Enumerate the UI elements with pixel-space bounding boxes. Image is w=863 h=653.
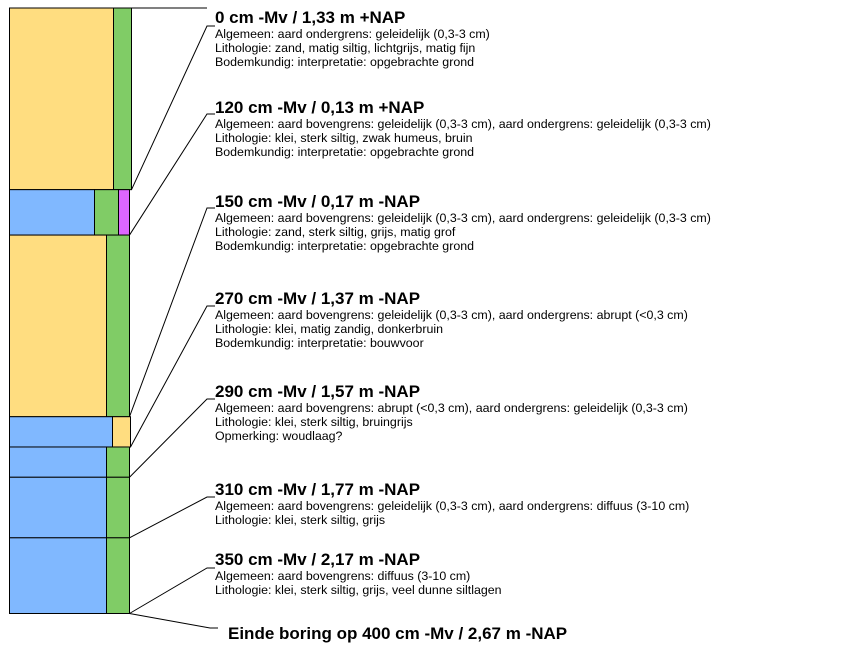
layer-4-silt-strip xyxy=(106,446,130,478)
leader-line-6 xyxy=(129,567,215,614)
leader-line-end xyxy=(129,613,218,629)
layer-soil: Bodemkundig: interpretatie: opgebrachte … xyxy=(215,55,474,70)
leader-line-1 xyxy=(129,113,215,236)
layer-description-0: 0 cm -Mv / 1,33 m +NAP Algemeen: aard on… xyxy=(215,9,863,70)
layer-title: 290 cm -Mv / 1,57 m -NAP xyxy=(215,382,421,401)
layer-3-klei-band xyxy=(9,416,113,448)
leader-line-4 xyxy=(129,398,215,478)
layer-general: Algemeen: aard bovengrens: geleidelijk (… xyxy=(215,117,711,131)
layer-lithology: Lithologie: klei, matig zandig, donkerbr… xyxy=(215,322,443,337)
layer-lithology: Lithologie: klei, sterk siltig, zwak hum… xyxy=(215,131,473,146)
layer-lithology: Lithologie: zand, sterk siltig, grijs, m… xyxy=(215,225,456,240)
layer-1-silt-strip xyxy=(94,189,119,236)
layer-general: Algemeen: aard bovengrens: geleidelijk (… xyxy=(215,499,690,513)
layer-soil: Bodemkundig: interpretatie: opgebrachte … xyxy=(215,145,474,160)
layer-remark: Opmerking: woudlaag? xyxy=(215,429,343,444)
layer-title: 120 cm -Mv / 0,13 m +NAP xyxy=(215,98,425,117)
layer-3-zand-strip xyxy=(112,416,131,448)
layer-2-zand-band xyxy=(9,234,107,418)
layer-lithology: Lithologie: klei, sterk siltig, grijs xyxy=(215,513,386,528)
layer-0-silt-strip xyxy=(113,7,132,191)
layer-soil: Bodemkundig: interpretatie: bouwvoor xyxy=(215,336,424,351)
layer-general: Algemeen: aard bovengrens: geleidelijk (… xyxy=(215,211,711,225)
layer-6-klei-band xyxy=(9,537,107,614)
layer-description-2: 150 cm -Mv / 0,17 m -NAP Algemeen: aard … xyxy=(215,193,863,254)
leader-line-0 xyxy=(131,25,215,190)
layer-description-6: 350 cm -Mv / 2,17 m -NAP Algemeen: aard … xyxy=(215,550,863,598)
leader-line-2 xyxy=(129,207,215,417)
layer-title: 0 cm -Mv / 1,33 m +NAP xyxy=(215,8,406,27)
layer-lithology: Lithologie: klei, sterk siltig, bruingri… xyxy=(215,415,413,430)
layer-general: Algemeen: aard bovengrens: geleidelijk (… xyxy=(215,308,688,322)
layer-lithology: Lithologie: klei, sterk siltig, grijs, v… xyxy=(215,583,502,598)
layer-2-silt-strip xyxy=(106,234,130,418)
layer-description-5: 310 cm -Mv / 1,77 m -NAP Algemeen: aard … xyxy=(215,480,863,528)
layer-4-klei-band xyxy=(9,446,107,478)
layer-6-silt-strip xyxy=(106,537,130,614)
layer-5-silt-strip xyxy=(106,476,130,539)
layer-title: 270 cm -Mv / 1,37 m -NAP xyxy=(215,289,421,308)
layer-description-3: 270 cm -Mv / 1,37 m -NAP Algemeen: aard … xyxy=(215,290,863,351)
leader-line-3 xyxy=(130,305,215,448)
layer-description-1: 120 cm -Mv / 0,13 m +NAP Algemeen: aard … xyxy=(215,99,863,160)
layer-1-humus-strip xyxy=(118,189,130,236)
layer-1-klei-band xyxy=(9,189,95,236)
layer-title: 310 cm -Mv / 1,77 m -NAP xyxy=(215,480,421,499)
layer-5-klei-band xyxy=(9,476,107,539)
layer-description-4: 290 cm -Mv / 1,57 m -NAP Algemeen: aard … xyxy=(215,383,863,444)
layer-lithology: Lithologie: zand, matig siltig, lichtgri… xyxy=(215,41,476,56)
end-of-boring-label: Einde boring op 400 cm -Mv / 2,67 m -NAP xyxy=(228,624,568,643)
layer-general: Algemeen: aard bovengrens: abrupt (<0,3 … xyxy=(215,401,688,415)
layer-title: 350 cm -Mv / 2,17 m -NAP xyxy=(215,550,421,569)
layer-0-zand-band xyxy=(9,7,114,191)
layer-title: 150 cm -Mv / 0,17 m -NAP xyxy=(215,192,421,211)
layer-general: Algemeen: aard ondergrens: geleidelijk (… xyxy=(215,27,490,41)
layer-general: Algemeen: aard bovengrens: diffuus (3-10… xyxy=(215,569,471,583)
leader-line-5 xyxy=(129,496,215,539)
layer-soil: Bodemkundig: interpretatie: opgebrachte … xyxy=(215,239,474,254)
